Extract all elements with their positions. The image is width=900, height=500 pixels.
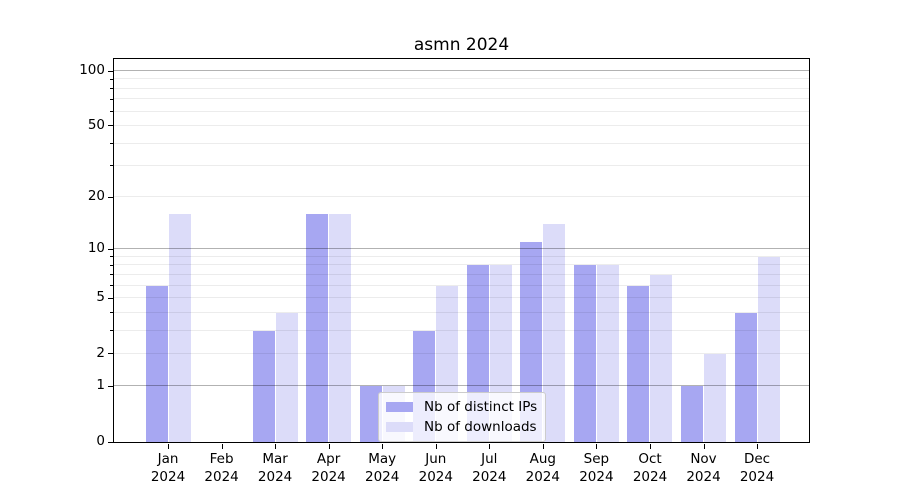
bar-sep-downloads	[596, 265, 619, 442]
gridline-minor-90	[114, 78, 809, 80]
x-tick-feb	[221, 444, 223, 449]
gridline-major-1	[114, 385, 809, 387]
y-tick-100	[108, 70, 113, 72]
bar-nov-downloads	[704, 353, 726, 442]
bar-apr-downloads	[329, 214, 352, 442]
y-minortick-8	[110, 264, 113, 266]
y-tick-label-5: 5	[96, 289, 105, 305]
y-minortick-90	[110, 78, 113, 80]
bar-jan-distinct-ips	[145, 285, 168, 442]
bar-oct-downloads	[650, 274, 673, 442]
gridline-minor-4	[114, 311, 809, 313]
y-minortick-2	[110, 353, 113, 355]
legend-item-distinct-ips: Nb of distinct IPs	[386, 398, 537, 416]
bar-dec-distinct-ips	[734, 312, 757, 442]
gridline-minor-7	[114, 273, 809, 275]
x-tick-sep	[596, 444, 598, 449]
y-minortick-50	[110, 125, 113, 127]
x-tick-label-dec: Dec 2024	[739, 451, 775, 485]
bar-oct-distinct-ips	[627, 285, 650, 442]
gridline-minor-50	[114, 124, 809, 126]
bar-dec-downloads	[757, 256, 780, 442]
x-tick-label-feb: Feb 2024	[204, 451, 239, 485]
legend-swatch-distinct-ips	[386, 402, 413, 412]
gridline-major-10	[114, 248, 809, 250]
bar-sep-distinct-ips	[573, 265, 596, 442]
x-tick-label-jun: Jun 2024	[418, 451, 453, 485]
x-tick-label-jul: Jul 2024	[472, 451, 507, 485]
y-minortick-7	[110, 274, 113, 276]
gridline-minor-2	[114, 352, 809, 354]
y-tick-1	[108, 385, 113, 387]
y-tick-10	[108, 248, 113, 250]
gridline-minor-9	[114, 255, 809, 257]
legend-label-distinct-ips: Nb of distinct IPs	[424, 399, 538, 415]
y-minortick-6	[110, 285, 113, 287]
gridline-major-100	[114, 70, 809, 71]
x-tick-jan	[168, 444, 169, 449]
bar-mar-downloads	[275, 312, 298, 442]
gridline-minor-20	[114, 196, 809, 198]
gridline-minor-40	[114, 142, 809, 144]
gridline-minor-6	[114, 284, 809, 286]
x-tick-label-may: May 2024	[365, 451, 400, 485]
y-tick-label-1: 1	[96, 377, 105, 394]
y-tick-label-2: 2	[96, 344, 105, 361]
bar-mar-distinct-ips	[252, 330, 275, 442]
x-tick-mar	[275, 444, 277, 449]
legend-item-downloads: Nb of downloads	[386, 418, 537, 436]
y-tick-label-50: 50	[87, 116, 105, 133]
y-minortick-9	[110, 256, 113, 258]
chart-title: asmn 2024	[413, 35, 510, 55]
x-tick-label-aug: Aug 2024	[525, 451, 560, 485]
x-tick-dec	[757, 444, 758, 449]
bar-may-distinct-ips	[359, 386, 382, 442]
x-tick-label-sep: Sep 2024	[579, 451, 614, 485]
bar-apr-distinct-ips	[306, 214, 329, 442]
y-tick-label-10: 10	[87, 240, 105, 257]
x-tick-oct	[650, 444, 651, 449]
y-minortick-4	[110, 312, 113, 314]
x-tick-label-apr: Apr 2024	[311, 451, 346, 485]
x-tick-may	[382, 444, 384, 449]
y-minortick-3	[110, 330, 113, 332]
gridline-minor-70	[114, 98, 809, 100]
bar-jan-downloads	[168, 214, 191, 442]
x-tick-jun	[435, 444, 437, 449]
y-minortick-60	[110, 111, 113, 112]
legend: Nb of distinct IPs Nb of downloads	[378, 392, 547, 442]
y-minortick-5	[110, 297, 113, 299]
gridline-minor-60	[114, 110, 809, 112]
x-tick-label-jan: Jan 2024	[150, 451, 186, 485]
gridline-minor-5	[114, 297, 809, 298]
gridline-minor-80	[114, 87, 809, 89]
x-tick-label-mar: Mar 2024	[257, 451, 293, 485]
x-tick-nov	[703, 444, 705, 449]
y-tick-label-20: 20	[87, 188, 105, 205]
bar-aug-downloads	[543, 224, 566, 442]
y-tick-0	[108, 441, 113, 443]
y-minortick-80	[110, 88, 113, 90]
y-minortick-30	[110, 165, 113, 167]
gridline-minor-30	[114, 164, 809, 166]
x-tick-aug	[542, 444, 544, 449]
gridline-minor-3	[114, 329, 809, 331]
y-minortick-20	[110, 196, 113, 198]
legend-label-downloads: Nb of downloads	[424, 419, 537, 435]
y-minortick-40	[110, 143, 113, 144]
y-minortick-70	[110, 98, 113, 100]
bar-nov-distinct-ips	[681, 386, 703, 442]
x-tick-apr	[328, 444, 330, 449]
gridline-minor-8	[114, 264, 809, 266]
legend-swatch-downloads	[386, 422, 413, 432]
x-tick-label-nov: Nov 2024	[686, 451, 721, 485]
x-tick-jul	[489, 444, 491, 449]
y-tick-label-100: 100	[79, 62, 105, 78]
plot-area: Nb of distinct IPs Nb of downloads	[108, 58, 810, 449]
x-tick-label-oct: Oct 2024	[632, 451, 668, 485]
y-tick-label-0: 0	[96, 433, 105, 449]
